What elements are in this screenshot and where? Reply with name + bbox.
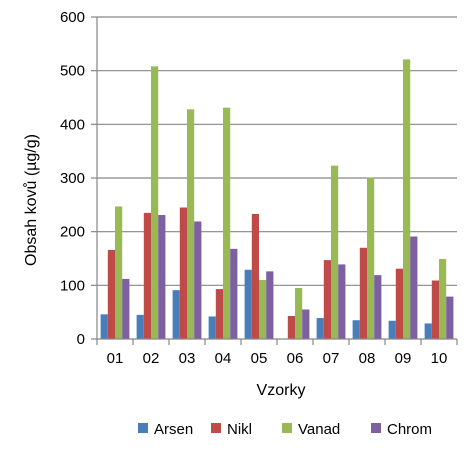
bar-arsen-09 bbox=[388, 320, 396, 339]
x-tick-label: 08 bbox=[359, 350, 376, 367]
x-tick-label: 03 bbox=[179, 350, 196, 367]
bar-arsen-03 bbox=[172, 290, 180, 339]
y-tick-label: 0 bbox=[77, 331, 85, 348]
y-tick-label: 300 bbox=[60, 170, 85, 187]
bar-nikl-10 bbox=[431, 280, 439, 339]
bar-arsen-10 bbox=[424, 323, 432, 339]
bar-arsen-02 bbox=[136, 314, 144, 339]
bar-chrom-04 bbox=[230, 248, 238, 339]
x-tick-label: 01 bbox=[107, 350, 124, 367]
x-tick-label: 09 bbox=[395, 350, 412, 367]
bar-vanad-03 bbox=[187, 109, 195, 339]
bar-vanad-07 bbox=[331, 165, 339, 339]
bar-chrom-09 bbox=[410, 236, 418, 339]
bar-nikl-04 bbox=[215, 289, 223, 339]
bar-chrom-07 bbox=[338, 264, 346, 339]
y-axis-title: Obsah kovů (µg/g) bbox=[22, 134, 40, 266]
x-tick-label: 06 bbox=[287, 350, 304, 367]
bars bbox=[100, 59, 454, 340]
bar-chrom-01 bbox=[122, 278, 130, 339]
x-tick-label: 07 bbox=[323, 350, 340, 367]
y-tick-label: 600 bbox=[60, 9, 85, 26]
bar-vanad-08 bbox=[367, 177, 375, 339]
x-axis-title: Vzorky bbox=[257, 382, 306, 399]
bar-nikl-09 bbox=[395, 268, 403, 339]
bar-vanad-04 bbox=[223, 107, 231, 340]
legend-swatch-vanad bbox=[282, 423, 292, 433]
axes bbox=[96, 17, 458, 345]
x-tick-label: 04 bbox=[215, 350, 232, 367]
bar-chrom-05 bbox=[266, 271, 274, 339]
bar-arsen-01 bbox=[100, 314, 108, 339]
bar-arsen-04 bbox=[208, 316, 216, 339]
bar-nikl-06 bbox=[287, 315, 295, 339]
bar-nikl-05 bbox=[251, 213, 259, 339]
bar-vanad-01 bbox=[115, 206, 123, 339]
y-tick-label: 500 bbox=[60, 63, 85, 80]
y-tick-label: 100 bbox=[60, 277, 85, 294]
bar-chrom-06 bbox=[302, 309, 310, 339]
legend-label-arsen: Arsen bbox=[154, 421, 193, 438]
bar-vanad-05 bbox=[259, 279, 267, 339]
bar-chrom-03 bbox=[194, 221, 202, 339]
legend-swatch-arsen bbox=[138, 423, 148, 433]
legend-swatch-nikl bbox=[211, 423, 221, 433]
bar-arsen-08 bbox=[352, 320, 360, 339]
bar-nikl-08 bbox=[359, 247, 367, 339]
bar-arsen-05 bbox=[244, 269, 252, 339]
bar-chrom-08 bbox=[374, 275, 382, 339]
x-tick-label: 10 bbox=[431, 350, 448, 367]
legend-label-vanad: Vanad bbox=[298, 421, 340, 438]
y-tick-label: 400 bbox=[60, 116, 85, 133]
bar-chrom-02 bbox=[158, 215, 166, 339]
x-axis-tick-labels: 01 02 03 04 05 06 07 08 09 10 bbox=[107, 350, 448, 367]
bar-nikl-03 bbox=[179, 207, 187, 339]
bar-nikl-01 bbox=[107, 249, 115, 339]
y-tick-label: 200 bbox=[60, 224, 85, 241]
x-tick-label: 02 bbox=[143, 350, 160, 367]
legend-label-nikl: Nikl bbox=[227, 421, 252, 438]
bar-vanad-02 bbox=[151, 66, 159, 339]
bar-nikl-02 bbox=[143, 212, 151, 339]
bar-arsen-07 bbox=[316, 318, 324, 339]
bar-nikl-07 bbox=[323, 260, 331, 339]
bar-vanad-10 bbox=[439, 259, 447, 339]
bar-chrom-10 bbox=[446, 296, 454, 339]
bar-vanad-06 bbox=[295, 288, 303, 339]
y-axis-tick-labels: 0 100 200 300 400 500 600 bbox=[60, 9, 85, 348]
legend-swatch-chrom bbox=[371, 423, 381, 433]
bar-vanad-09 bbox=[403, 59, 411, 339]
legend: Arsen Nikl Vanad Chrom bbox=[138, 421, 432, 438]
x-tick-label: 05 bbox=[251, 350, 268, 367]
legend-label-chrom: Chrom bbox=[387, 421, 432, 438]
